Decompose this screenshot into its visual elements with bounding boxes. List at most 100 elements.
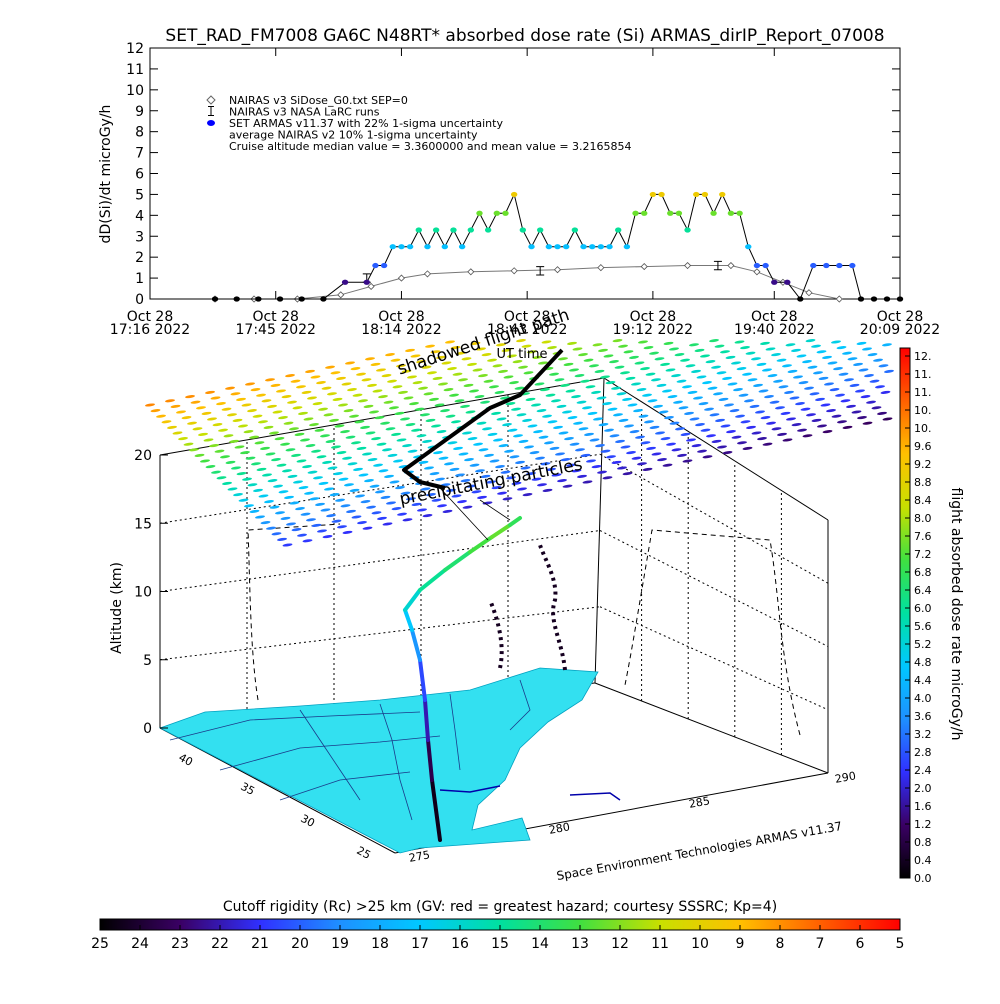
dose-surface-cell bbox=[757, 437, 767, 441]
dose-surface-cell bbox=[320, 434, 330, 438]
dose-surface-cell bbox=[156, 414, 166, 418]
x-tick-label-date: Oct 28 bbox=[630, 309, 676, 325]
dose-tick-label: 7.2 bbox=[914, 548, 932, 561]
dose-surface-cell bbox=[245, 456, 256, 460]
armas-point bbox=[528, 244, 535, 250]
dose-surface-cell bbox=[342, 530, 353, 534]
state-border bbox=[279, 771, 411, 801]
dose-surface-cell bbox=[573, 421, 583, 425]
x-tick-label-time: 20:09 2022 bbox=[860, 322, 940, 338]
dose-surface-cell bbox=[185, 395, 195, 399]
dose-surface-cell bbox=[230, 392, 241, 396]
dose-surface-cell bbox=[509, 381, 519, 385]
dose-surface-cell bbox=[241, 403, 252, 407]
dose-surface-cell bbox=[657, 458, 667, 462]
armas-point bbox=[597, 244, 605, 250]
nairas-v3-line bbox=[215, 265, 840, 300]
dose-surface-cell bbox=[409, 402, 419, 406]
dose-surface-cell bbox=[674, 353, 685, 357]
y-tick-label: 3 bbox=[135, 229, 144, 245]
dose-surface-cell bbox=[316, 381, 326, 385]
dose-surface-cell bbox=[658, 410, 669, 414]
dose-surface-cell bbox=[420, 487, 431, 491]
dose-surface-cell bbox=[616, 392, 627, 396]
dose-surface-cell bbox=[724, 403, 734, 407]
dose-surface-cell bbox=[500, 470, 511, 474]
dose-surface-cell bbox=[665, 368, 676, 372]
dose-surface-cell bbox=[296, 385, 306, 389]
dose-surface-cell bbox=[554, 378, 565, 382]
y-tick-label: 10 bbox=[126, 83, 144, 99]
dose-surface-cell bbox=[618, 344, 628, 348]
dose-tick-label: 2.4 bbox=[914, 764, 932, 777]
dose-surface-cell bbox=[627, 403, 638, 407]
dose-surface-cell bbox=[403, 396, 414, 400]
dose-surface-cell bbox=[340, 430, 350, 434]
flight-segment bbox=[410, 628, 422, 662]
armas-point bbox=[415, 227, 422, 233]
dose-surface-cell bbox=[347, 462, 358, 466]
dose-surface-cell bbox=[298, 411, 308, 415]
dose-surface-cell bbox=[574, 374, 585, 378]
dose-surface-cell bbox=[596, 396, 607, 400]
dose-surface-cell bbox=[765, 347, 776, 351]
y-tick-label: 5 bbox=[135, 187, 144, 203]
dose-surface-cell bbox=[429, 397, 439, 401]
dose-surface-cell bbox=[684, 411, 694, 415]
dose-surface-cell bbox=[422, 439, 432, 443]
dose-surface-cell bbox=[505, 402, 516, 406]
dose-surface-cell bbox=[562, 410, 572, 414]
dose-surface-cell bbox=[192, 427, 203, 431]
dose-surface-cell bbox=[502, 423, 512, 427]
dose-surface-cell bbox=[560, 458, 571, 462]
dose-surface-cell bbox=[527, 424, 538, 428]
dose-surface-cell bbox=[809, 392, 820, 396]
dose-tick-label: 5.2 bbox=[914, 638, 932, 651]
dose-surface-cell bbox=[324, 487, 334, 491]
dose-surface-cell bbox=[540, 388, 550, 392]
dose-surface-cell bbox=[605, 381, 616, 385]
dose-surface-cell bbox=[265, 452, 276, 456]
dose-surface-cell bbox=[178, 437, 188, 441]
z-tick-label: 5 bbox=[143, 653, 152, 669]
dose-surface-cell bbox=[422, 514, 433, 518]
dose-surface-cell bbox=[720, 350, 730, 354]
dose-surface-cell bbox=[522, 418, 532, 422]
dose-surface-cell bbox=[269, 431, 279, 435]
dose-surface-cell bbox=[455, 473, 465, 477]
dose-surface-cell bbox=[700, 428, 711, 432]
dose-surface-cell bbox=[595, 444, 605, 448]
dose-surface-cell bbox=[842, 425, 853, 429]
dose-surface-cell bbox=[535, 456, 545, 460]
dose-surface-cell bbox=[669, 421, 680, 425]
dose-surface-cell bbox=[775, 406, 785, 410]
dose-surface-cell bbox=[451, 420, 461, 424]
longitude-tick-label: 290 bbox=[834, 769, 857, 785]
dose-surface-cell bbox=[491, 411, 501, 415]
dose-surface-cell bbox=[577, 474, 587, 478]
dose-surface-cell bbox=[440, 409, 450, 413]
dose-surface-cell bbox=[662, 389, 672, 393]
dose-surface-cell bbox=[518, 365, 528, 369]
dose-surface-cell bbox=[275, 511, 285, 515]
cutoff-tick-label: 13 bbox=[571, 936, 589, 952]
dose-surface-cell bbox=[438, 456, 449, 460]
y-tick-label: 8 bbox=[135, 125, 144, 141]
dose-surface-cell bbox=[311, 523, 322, 527]
dose-surface-cell bbox=[705, 360, 716, 364]
dose-surface-cell bbox=[857, 416, 867, 420]
altitude-axis-label: Altitude (km) bbox=[109, 562, 125, 654]
dose-surface-cell bbox=[722, 376, 732, 380]
dose-surface-cell bbox=[815, 397, 825, 401]
dose-surface-cell bbox=[811, 344, 821, 348]
dose-surface-cell bbox=[297, 533, 307, 537]
x-tick-label-time: 17:16 2022 bbox=[110, 322, 190, 338]
dose-tick-label: 11. bbox=[914, 386, 932, 399]
dose-surface-cell bbox=[256, 467, 267, 471]
flight-segment bbox=[468, 535, 494, 554]
dose-surface-cell bbox=[478, 448, 489, 452]
dose-surface-cell bbox=[372, 389, 383, 393]
dose-surface-cell bbox=[626, 451, 636, 455]
dose-surface-cell bbox=[717, 445, 727, 449]
armas-point bbox=[424, 244, 431, 250]
